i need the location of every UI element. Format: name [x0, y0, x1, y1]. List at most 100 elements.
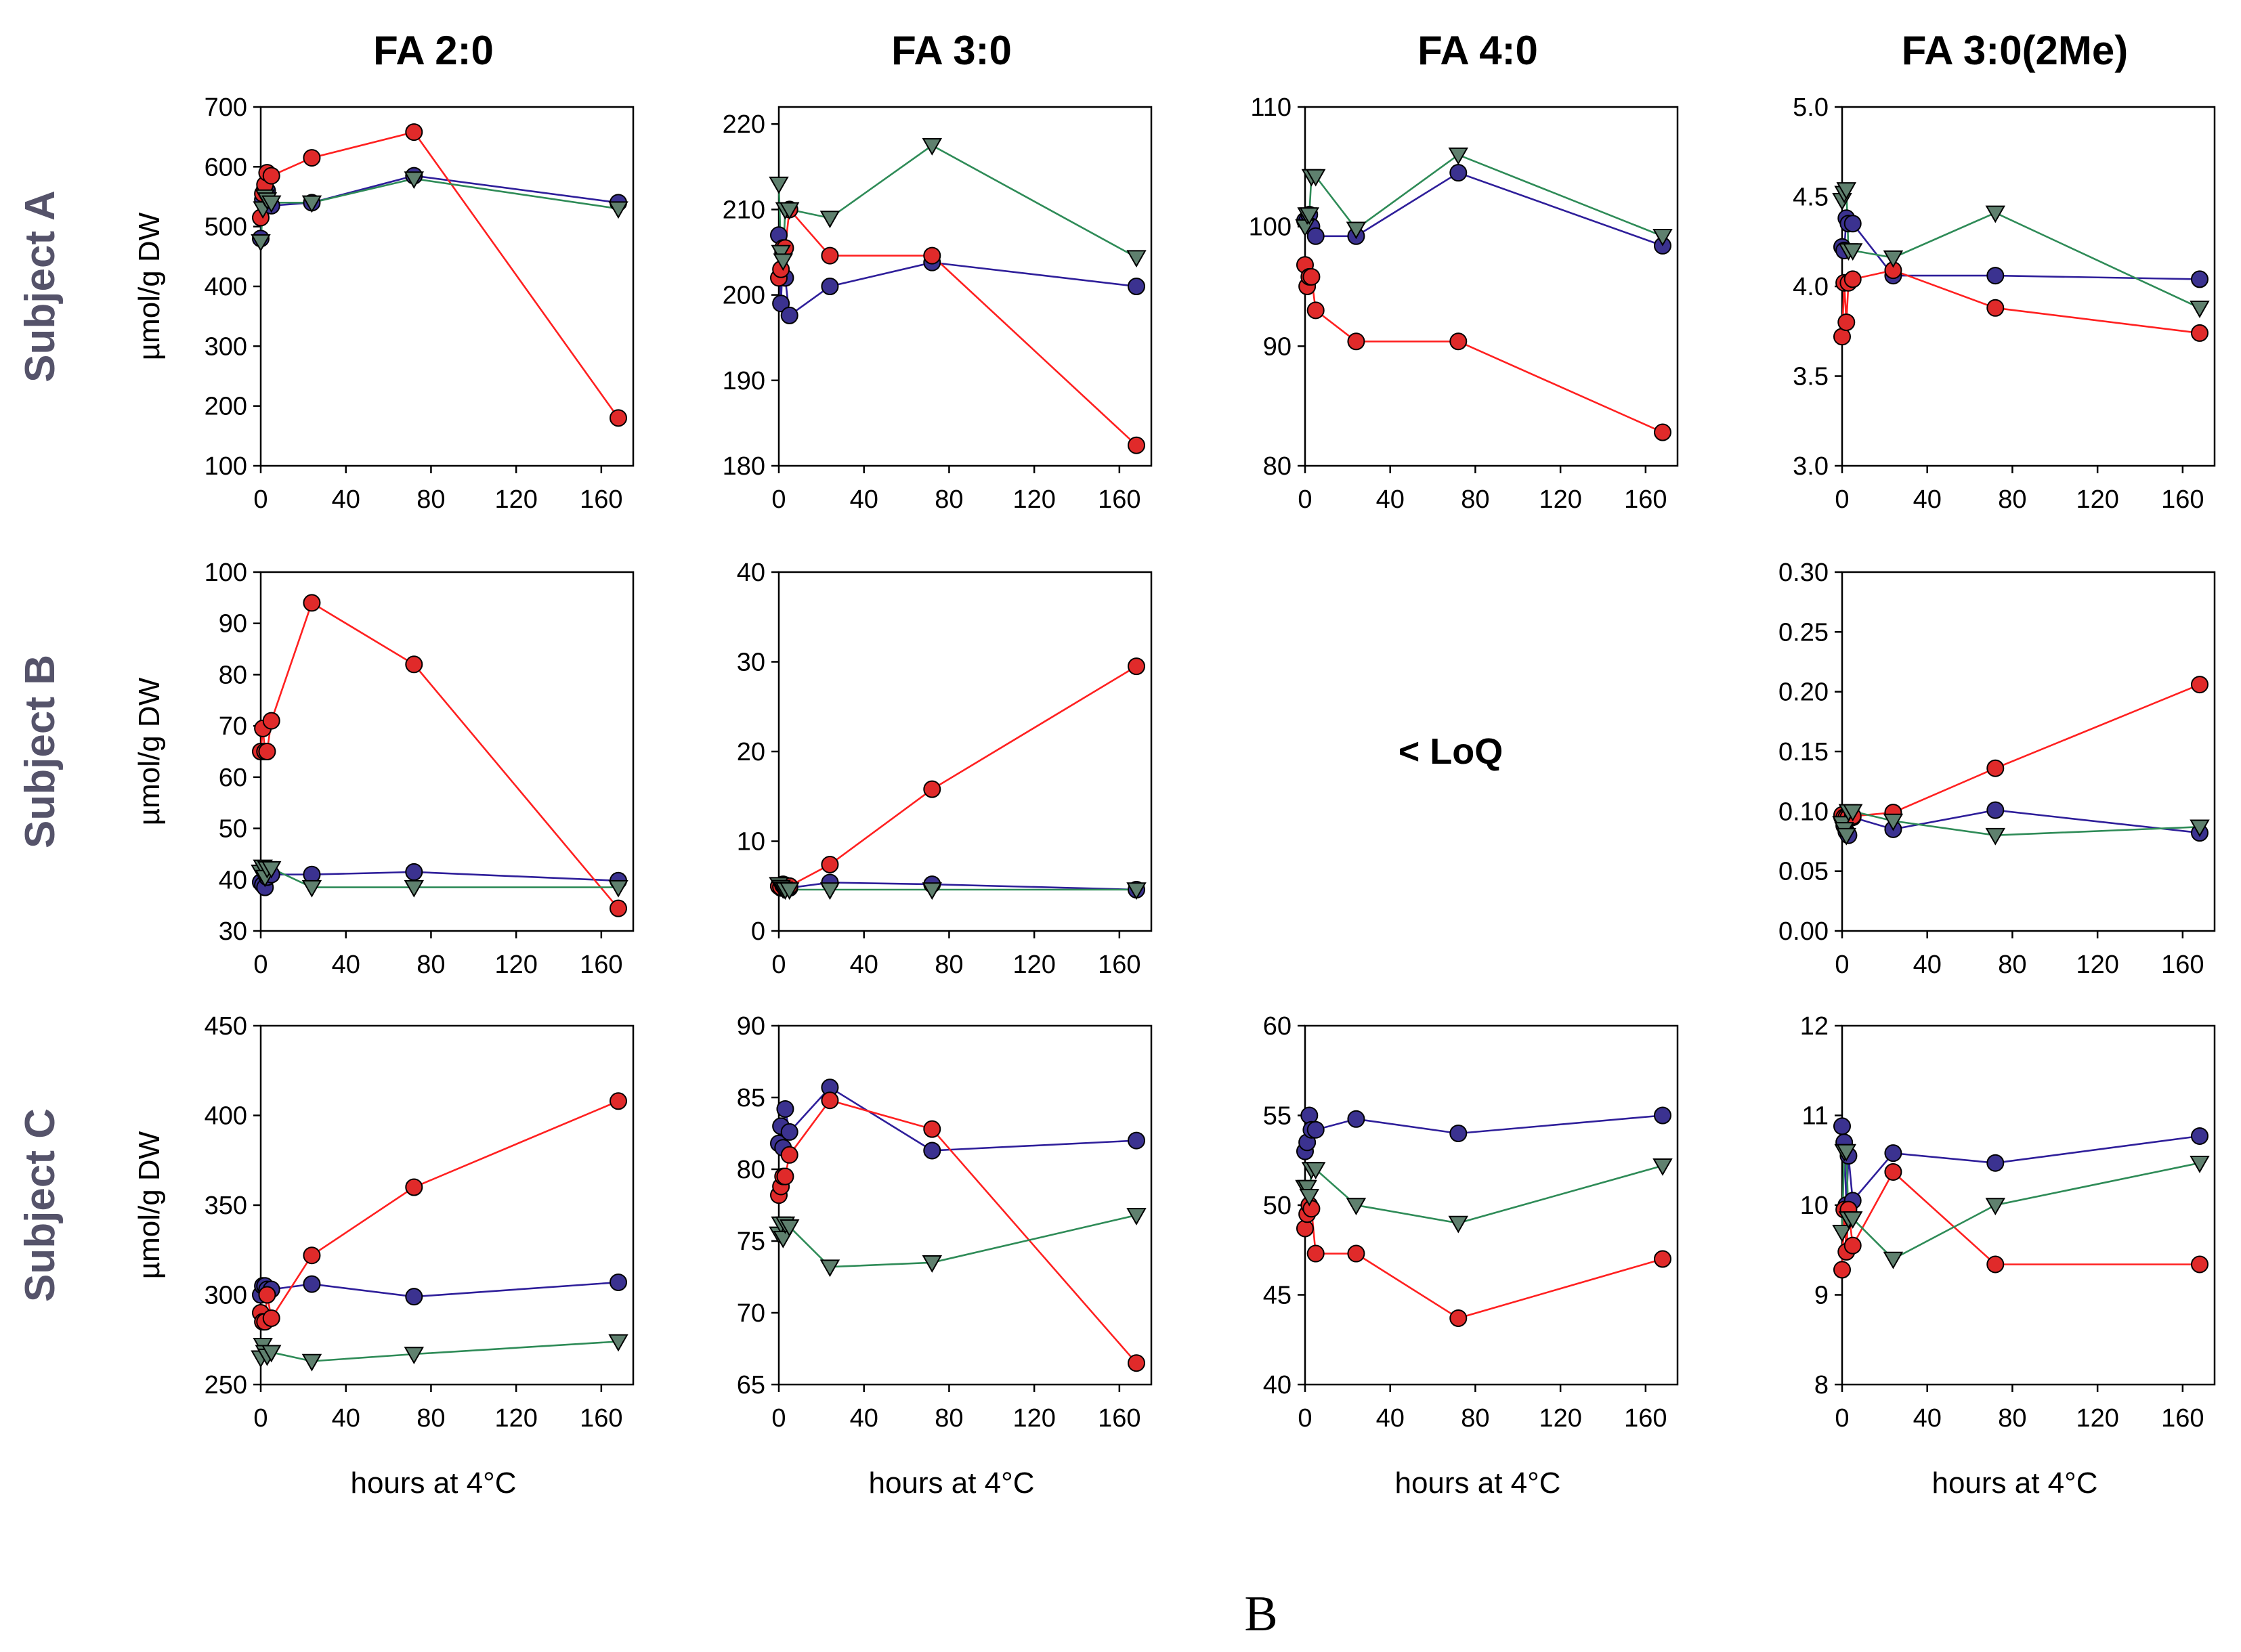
data-point: [2191, 324, 2208, 342]
data-point: [405, 1178, 423, 1196]
y-axis-label: µmol/g DW: [133, 677, 166, 825]
data-point: [780, 306, 798, 324]
data-point: [1884, 1144, 1902, 1162]
data-point: [1126, 882, 1147, 900]
y-tick-label: 80: [1263, 452, 1292, 481]
data-point: [1126, 250, 1147, 268]
data-point: [1833, 1117, 1851, 1135]
column-title: FA 4:0: [1417, 28, 1538, 73]
x-tick-label: 80: [1998, 1404, 2026, 1433]
y-tick-label: 60: [219, 764, 247, 792]
y-tick-label: 40: [1263, 1371, 1292, 1399]
data-point: [404, 171, 425, 190]
data-point: [819, 1259, 840, 1278]
y-tick-label: 5.0: [1793, 93, 1829, 122]
y-tick-label: 55: [1263, 1102, 1292, 1131]
data-point: [821, 1091, 839, 1110]
data-point: [1652, 1158, 1673, 1176]
y-tick-label: 8: [1814, 1371, 1829, 1399]
series-line: [777, 1099, 1137, 1364]
y-tick-label: 90: [219, 610, 247, 638]
chart-panel: 180 190 200 210 220 0 40 80 120 160: [723, 106, 1153, 514]
data-point: [1126, 1208, 1147, 1225]
data-point: [262, 1309, 280, 1327]
y-axis-label: µmol/g DW: [133, 212, 166, 360]
y-tick-label: 70: [219, 712, 247, 741]
data-point: [1297, 1179, 1317, 1198]
x-tick-label: 120: [1012, 1404, 1055, 1433]
data-point: [1302, 1200, 1321, 1218]
x-tick-label: 0: [1298, 485, 1312, 514]
data-point: [1842, 804, 1863, 822]
x-tick-label: 160: [1624, 485, 1667, 514]
x-tick-label: 40: [1913, 1404, 1942, 1433]
y-tick-label: 60: [1263, 1012, 1292, 1041]
y-tick-label: 45: [1263, 1282, 1292, 1310]
y-tick-label: 200: [205, 393, 247, 421]
y-tick-label: 0.25: [1778, 618, 1829, 647]
x-tick-label: 160: [1098, 485, 1140, 514]
y-tick-label: 0.10: [1778, 798, 1829, 826]
chart-panel: 80 90 100 110 0 40 80 120 160: [1249, 93, 1679, 514]
x-tick-label: 40: [1913, 485, 1942, 514]
x-tick-label: 160: [580, 485, 622, 514]
data-point: [1986, 299, 2005, 317]
data-point: [608, 879, 628, 898]
x-tick-label: 40: [332, 1404, 360, 1433]
x-tick-label: 40: [1376, 485, 1405, 514]
data-point: [405, 863, 423, 881]
chart-panel: 0.00 0.05 0.10 0.15 0.20 0.25 0.30 0 40 80 120 160: [1778, 559, 2216, 979]
data-point: [922, 138, 943, 156]
x-tick-label: 160: [1098, 951, 1140, 979]
data-point: [261, 861, 282, 879]
x-tick-label: 80: [1998, 485, 2026, 514]
y-tick-label: 65: [737, 1371, 765, 1399]
data-point: [303, 1275, 321, 1293]
plot-frame: [1841, 106, 2216, 467]
x-tick-label: 80: [1998, 951, 2026, 979]
plot-frame: [259, 1024, 635, 1386]
x-tick-label: 40: [1376, 1404, 1405, 1433]
data-point: [2190, 301, 2210, 318]
x-tick-label: 0: [1835, 951, 1849, 979]
data-point: [1305, 169, 1326, 187]
x-tick-label: 160: [1098, 1404, 1140, 1433]
data-point: [1986, 1255, 2005, 1274]
y-tick-label: 0: [751, 917, 765, 946]
y-tick-label: 210: [723, 196, 765, 224]
x-tick-label: 0: [1835, 485, 1849, 514]
y-tick-label: 85: [737, 1084, 765, 1112]
data-point: [1836, 827, 1857, 846]
x-tick-label: 40: [850, 951, 878, 979]
data-point: [1833, 1261, 1851, 1279]
x-tick-label: 160: [580, 951, 622, 979]
x-tick-label: 160: [2161, 485, 2204, 514]
data-point: [303, 594, 321, 612]
x-tick-label: 120: [1012, 951, 1055, 979]
data-point: [922, 1255, 943, 1273]
data-point: [1306, 301, 1325, 320]
y-tick-label: 40: [737, 559, 765, 587]
data-point: [1843, 270, 1862, 288]
x-tick-label: 40: [332, 951, 360, 979]
data-point: [1346, 1198, 1367, 1216]
data-point: [819, 211, 840, 229]
data-point: [776, 1100, 794, 1118]
data-point: [1306, 227, 1325, 245]
x-axis-label: hours at 4°C: [1394, 1466, 1560, 1500]
data-point: [1654, 423, 1671, 441]
row-title: Subject B: [17, 655, 64, 848]
x-tick-label: 160: [2161, 951, 2204, 979]
data-point: [1986, 1154, 2005, 1172]
data-point: [1347, 1110, 1365, 1128]
y-tick-label: 80: [737, 1156, 765, 1184]
y-tick-label: 20: [737, 738, 765, 766]
y-tick-label: 100: [205, 452, 247, 481]
y-tick-label: 50: [1263, 1192, 1292, 1220]
data-point: [1986, 759, 2005, 777]
data-point: [1884, 1162, 1902, 1181]
data-point: [1347, 332, 1365, 351]
data-point: [610, 1273, 627, 1291]
data-point: [1985, 205, 2006, 223]
